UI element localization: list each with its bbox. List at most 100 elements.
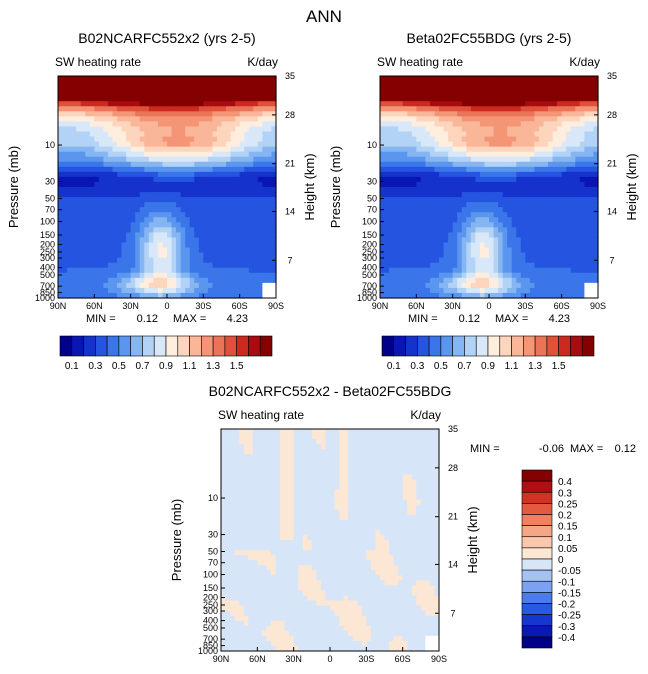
shade-cell [235,126,241,133]
shade-cell [452,292,458,299]
shade-cell [103,192,109,198]
shade-cell [502,197,508,203]
shade-cell [235,237,241,244]
shade-cell [76,136,82,143]
shade-cell [520,237,526,244]
shade-cell [452,171,458,178]
shade-cell [289,444,295,450]
shade-cell [221,151,227,158]
shade-cell [171,272,177,279]
shade-cell [548,151,554,158]
shade-cell [153,136,159,143]
shade-cell [139,292,145,299]
shade-cell [185,81,191,87]
shade-cell [457,81,463,87]
shade-cell [262,187,268,193]
shade-cell [579,176,585,183]
shade-cell [520,197,526,203]
shade-cell [516,101,522,107]
shade-cell [439,257,445,264]
shade-cell [135,187,141,193]
y-tick-label: 1000 [357,293,377,303]
shade-cell [507,116,513,123]
shade-cell [520,166,526,173]
shade-cell [343,469,349,476]
shade-cell [89,151,95,158]
shade-cell [579,156,585,163]
shade-cell [212,151,218,158]
shade-cell [235,217,241,223]
shade-cell [107,222,114,228]
shade-cell [420,222,427,228]
shade-cell [257,292,263,299]
shade-cell [570,227,576,234]
shade-cell [89,202,95,208]
shade-cell [502,237,508,244]
shade-cell [448,277,454,284]
shade-cell [212,171,218,178]
shade-cell [266,282,273,289]
shade-cell [384,277,390,284]
shade-cell [484,282,490,289]
shade-cell [484,272,490,279]
shade-cell [411,292,417,299]
shade-cell [557,91,563,97]
shade-cell [425,166,431,173]
shade-cell [384,449,390,455]
shade-cell [593,141,599,148]
shade-cell [507,217,513,223]
shade-cell [80,91,86,97]
shade-cell [311,459,317,465]
shade-cell [221,156,227,163]
shade-cell [479,277,486,284]
shade-cell [493,287,499,294]
shade-cell [89,277,95,284]
shade-cell [561,146,567,153]
shade-cell [262,116,268,123]
shade-cell [203,166,209,173]
shade-cell [239,247,245,254]
shade-cell [425,106,431,112]
shade-cell [534,282,540,289]
shade-cell [176,192,182,198]
shade-cell [266,449,272,455]
shade-cell [221,237,227,244]
shade-cell [266,429,272,435]
shade-cell [71,222,77,228]
shade-cell [425,217,431,223]
shade-cell [284,469,290,476]
shade-cell [98,262,105,269]
shade-cell [239,439,245,445]
shade-cell [194,202,200,208]
shade-cell [429,434,436,440]
shade-cell [67,292,73,299]
shade-cell [439,101,445,107]
shade-cell [461,116,467,123]
shade-cell [502,242,508,249]
shade-cell [498,197,504,203]
shade-cell [384,106,390,112]
shade-cell [575,126,581,133]
shade-cell [493,166,499,173]
shade-cell [393,126,399,133]
shade-cell [552,101,558,107]
shade-cell [511,237,517,244]
shade-cell [502,81,508,87]
shade-cell [470,212,476,218]
shade-cell [593,156,599,163]
shade-cell [520,91,526,97]
shade-cell [443,76,449,82]
shade-cell [439,176,445,183]
shade-cell [511,187,517,193]
shade-cell [420,192,427,198]
shade-cell [516,106,522,112]
shade-cell [71,171,77,178]
shade-cell [180,232,186,239]
shade-cell [470,277,476,284]
shade-cell [216,146,223,153]
shade-cell [89,252,95,259]
shade-cell [203,101,209,107]
shade-cell [253,151,259,158]
shade-cell [198,141,204,148]
shade-cell [171,166,177,173]
